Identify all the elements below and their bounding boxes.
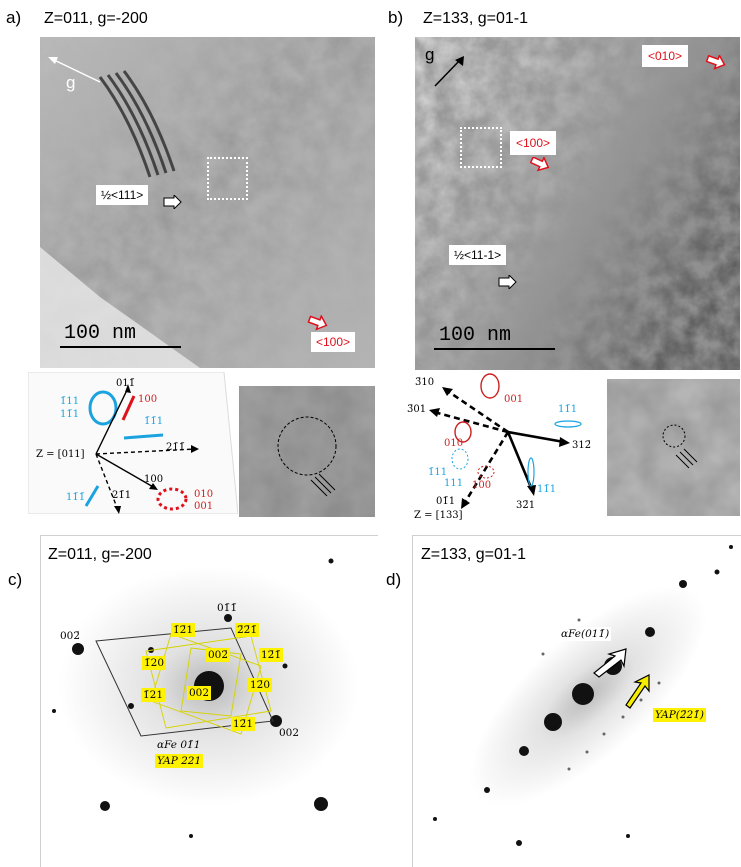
region-box-a xyxy=(207,157,248,200)
g-vector-arrow-a xyxy=(40,37,160,107)
dislocation-arrow-a xyxy=(162,195,182,209)
panel-d-title: Z=133, g=01-1 xyxy=(421,546,526,563)
blue-111b: 11̄1 xyxy=(60,409,80,420)
scalebar-label-a: 100 nm xyxy=(64,322,137,345)
panel-a-title: Z=011, g=-200 xyxy=(44,10,148,27)
yap-label-c: YAP 221 xyxy=(155,754,204,768)
vec-011-b: 01̄1 xyxy=(436,496,456,507)
blue-111a: 1̄11 xyxy=(60,396,80,407)
vec-bottom-a: 21̄1 xyxy=(112,490,132,501)
red-010-b: 010 xyxy=(444,438,464,449)
alpha-fe-label-d: αFe(011̄) xyxy=(559,627,612,641)
yellow-0: 1̄2̄1 xyxy=(171,623,196,637)
red-100-b: 100 xyxy=(472,480,492,491)
yellow-7: 1̄21 xyxy=(141,688,166,702)
panel-b-micrograph: g <010> <100> ½<11-1> 100 nm xyxy=(415,37,740,370)
scalebar-b xyxy=(434,348,555,350)
panel-c-title: Z=011, g=-200 xyxy=(48,546,152,563)
loop-label-a: <100> xyxy=(311,332,356,352)
panel-b-diagram: 3̄10 3̄01 001 11̄1 010 1̄11 111 100 312̄… xyxy=(407,372,606,524)
red-001-b: 001 xyxy=(504,394,524,405)
panel-a-letter: a) xyxy=(6,8,22,27)
dislocation-label-a: ½<111> xyxy=(96,185,149,205)
vec-top-a: 011̄ xyxy=(116,378,136,389)
panel-c-letter: c) xyxy=(8,570,23,589)
blue-1m11-b: 11̄1 xyxy=(558,404,578,415)
g-label-b: g xyxy=(425,45,435,64)
yellow-4: 002̄ xyxy=(206,648,231,662)
dislocation-label-b: ½<11-1> xyxy=(449,245,507,265)
scalebar-a xyxy=(60,346,181,348)
blue-11m1-a: 11̄1̄ xyxy=(66,492,86,503)
vec-321-b: 32̄1 xyxy=(516,500,536,511)
panel-a-inset xyxy=(239,386,375,517)
panel-d-letter: d) xyxy=(386,570,402,589)
region-box-b xyxy=(460,127,502,168)
panel-d-diffraction: Z=133, g=01-1 αFe(011̄) YAP(2̄21̄) xyxy=(412,535,741,867)
panel-b-title: Z=133, g=01-1 xyxy=(423,10,528,27)
panel-a-diagram: Z = [011] 011̄ 100 1̄11 11̄1 1̄1̄1 21̄1̄… xyxy=(27,371,239,515)
vec-310-b: 3̄10 xyxy=(415,377,435,388)
blue-111-b: 111 xyxy=(444,478,464,489)
panel-b-letter: b) xyxy=(388,8,404,27)
zone-label-b: Z = [133] xyxy=(414,510,463,521)
red-010-a: 010 xyxy=(194,489,214,500)
yellow-8: 12̄1 xyxy=(231,717,256,731)
red-100-a: 100 xyxy=(138,394,158,405)
dislocation-arrow-b xyxy=(497,275,517,289)
spot-002bar: 002̄ xyxy=(60,630,81,642)
panel-b-inset xyxy=(607,379,740,516)
g-label-a: g xyxy=(66,73,76,92)
zone-label-a: Z = [011] xyxy=(36,449,85,460)
blue-1m11-a: 1̄1̄1 xyxy=(144,416,164,427)
blue-m111-b: 1̄11 xyxy=(428,467,448,478)
panel-a-micrograph: g ½<111> <100> 100 nm xyxy=(40,37,375,368)
panel-c-diffraction: Z=011, g=-200 01̄1̄ 002̄ 002 αFe 01̄1 YA… xyxy=(40,535,378,867)
red-001-a: 001 xyxy=(194,501,214,512)
yellow-1: 2̄2̄1̄ xyxy=(235,623,260,637)
vec-312-b: 312̄ xyxy=(572,440,592,451)
yellow-5: 002 xyxy=(187,686,212,700)
g-vector-arrow-b xyxy=(430,52,470,92)
vec-100-a: 100 xyxy=(144,474,164,485)
alpha-fe-label-c: αFe 01̄1 xyxy=(157,739,201,751)
vec-301-b: 3̄01 xyxy=(407,404,427,415)
blue-11m1-b: 11̄1 xyxy=(537,484,557,495)
loop-arrow-a xyxy=(306,315,328,331)
yellow-2: 12̄1̄ xyxy=(259,648,284,662)
loop-arrow-b-100 xyxy=(530,157,552,175)
yellow-3: 1̄20 xyxy=(142,656,167,670)
spot-002: 002 xyxy=(279,727,300,739)
loop-label-b-100: <100> xyxy=(510,131,557,155)
yellow-6: 12̄0 xyxy=(248,678,273,692)
spot-01m1: 01̄1̄ xyxy=(217,602,238,614)
yap-label-d: YAP(2̄21̄) xyxy=(653,708,706,722)
scalebar-label-b: 100 nm xyxy=(439,324,512,347)
loop-arrow-b-010 xyxy=(706,55,728,71)
vec-right-a: 21̄1̄ xyxy=(166,442,186,453)
loop-label-b-010: <010> xyxy=(642,45,689,67)
